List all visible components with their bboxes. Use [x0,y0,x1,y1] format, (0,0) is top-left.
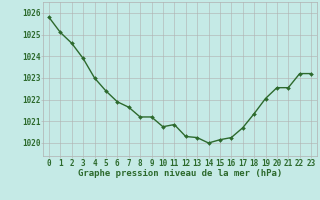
X-axis label: Graphe pression niveau de la mer (hPa): Graphe pression niveau de la mer (hPa) [78,169,282,178]
